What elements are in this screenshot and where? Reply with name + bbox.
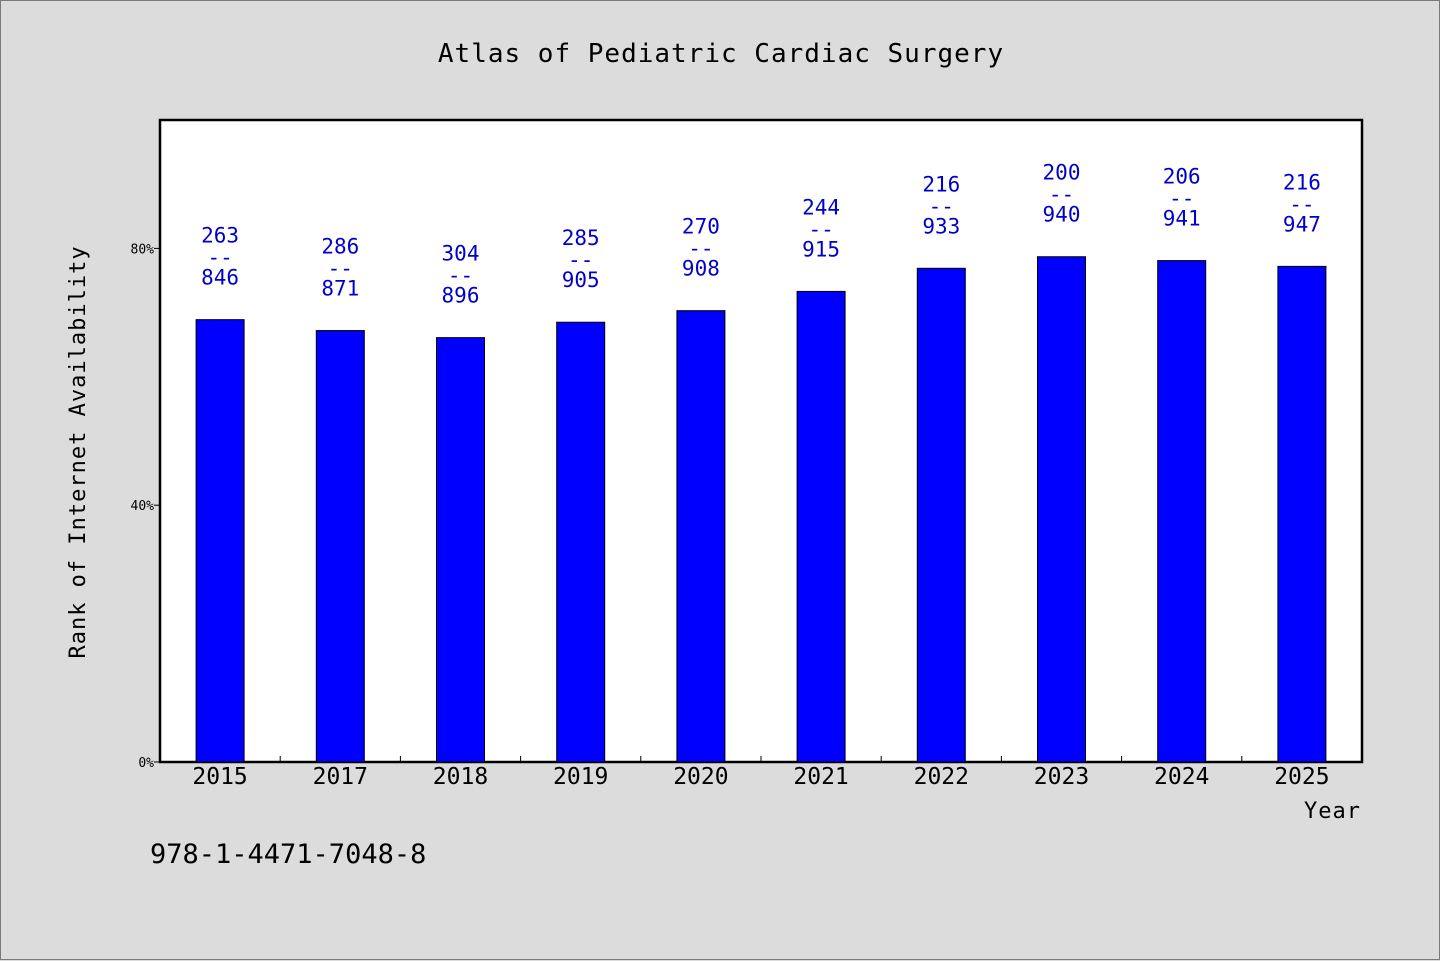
x-tick-label: 2023 <box>1034 764 1089 790</box>
bar <box>916 267 966 763</box>
y-tick-label: 80% <box>131 242 155 257</box>
x-tick-label: 2018 <box>433 764 488 790</box>
x-tick-label: 2020 <box>673 764 728 790</box>
data-label-top: 200 <box>1043 161 1081 185</box>
data-label-separator: -- <box>808 217 833 241</box>
data-label-top: 244 <box>802 195 840 219</box>
data-label-top: 216 <box>1283 170 1321 194</box>
x-tick-label: 2015 <box>192 764 247 790</box>
bar <box>436 337 485 763</box>
y-axis: 0% 40% 80% <box>131 242 160 771</box>
y-axis-label: Rank of Internet Availability <box>66 245 91 658</box>
bar <box>796 290 846 763</box>
bar <box>1037 256 1086 763</box>
x-tick-label: 2024 <box>1154 764 1209 790</box>
x-tick-label: 2021 <box>793 764 848 790</box>
data-label-bottom: 908 <box>682 257 720 281</box>
bar <box>1277 265 1327 763</box>
data-label-top: 286 <box>321 235 359 259</box>
data-label-separator: -- <box>1049 183 1074 207</box>
chart-title: Atlas of Pediatric Cardiac Surgery <box>438 39 1004 69</box>
data-label-bottom: 940 <box>1043 203 1081 227</box>
bar <box>315 330 365 763</box>
data-label-top: 285 <box>562 226 600 250</box>
data-label-bottom: 905 <box>562 268 600 292</box>
data-label-separator: -- <box>929 194 954 218</box>
data-label-separator: -- <box>1289 192 1314 216</box>
bar <box>195 319 245 763</box>
x-tick-label: 2019 <box>553 764 608 790</box>
data-label-top: 270 <box>682 215 720 239</box>
isbn-text: 978-1-4471-7048-8 <box>150 839 426 870</box>
data-label-separator: -- <box>1169 187 1194 211</box>
x-tick-label: 2025 <box>1274 764 1329 790</box>
data-label-bottom: 846 <box>201 266 239 290</box>
x-tick-label: 2017 <box>313 764 368 790</box>
data-label-separator: -- <box>328 257 353 281</box>
data-label-bottom: 947 <box>1283 212 1321 236</box>
data-label-separator: -- <box>207 246 232 270</box>
x-tick-label: 2022 <box>914 764 969 790</box>
bar <box>1157 260 1207 763</box>
data-label-separator: -- <box>568 248 593 272</box>
data-label-top: 263 <box>201 224 239 248</box>
data-label-separator: -- <box>448 264 473 288</box>
data-label-bottom: 941 <box>1163 207 1201 231</box>
y-tick-label: 0% <box>138 756 154 771</box>
data-label-bottom: 915 <box>802 237 840 261</box>
data-label-separator: -- <box>688 237 713 261</box>
data-labels: 263--846286--871304--896285--905270--908… <box>201 161 1321 308</box>
data-label-top: 216 <box>922 172 960 196</box>
bars <box>195 256 1327 763</box>
x-axis: 2015 2017 2018 2019 2020 2021 2022 2023 2024 2025 <box>192 756 1330 790</box>
data-label-bottom: 896 <box>442 284 480 308</box>
x-axis-label: Year <box>1304 799 1361 824</box>
y-tick-label: 40% <box>131 499 155 514</box>
data-label-top: 304 <box>442 242 480 266</box>
data-label-top: 206 <box>1163 165 1201 189</box>
bar <box>556 321 606 763</box>
bar <box>676 310 726 763</box>
data-label-bottom: 871 <box>321 277 359 301</box>
data-label-bottom: 933 <box>922 214 960 238</box>
